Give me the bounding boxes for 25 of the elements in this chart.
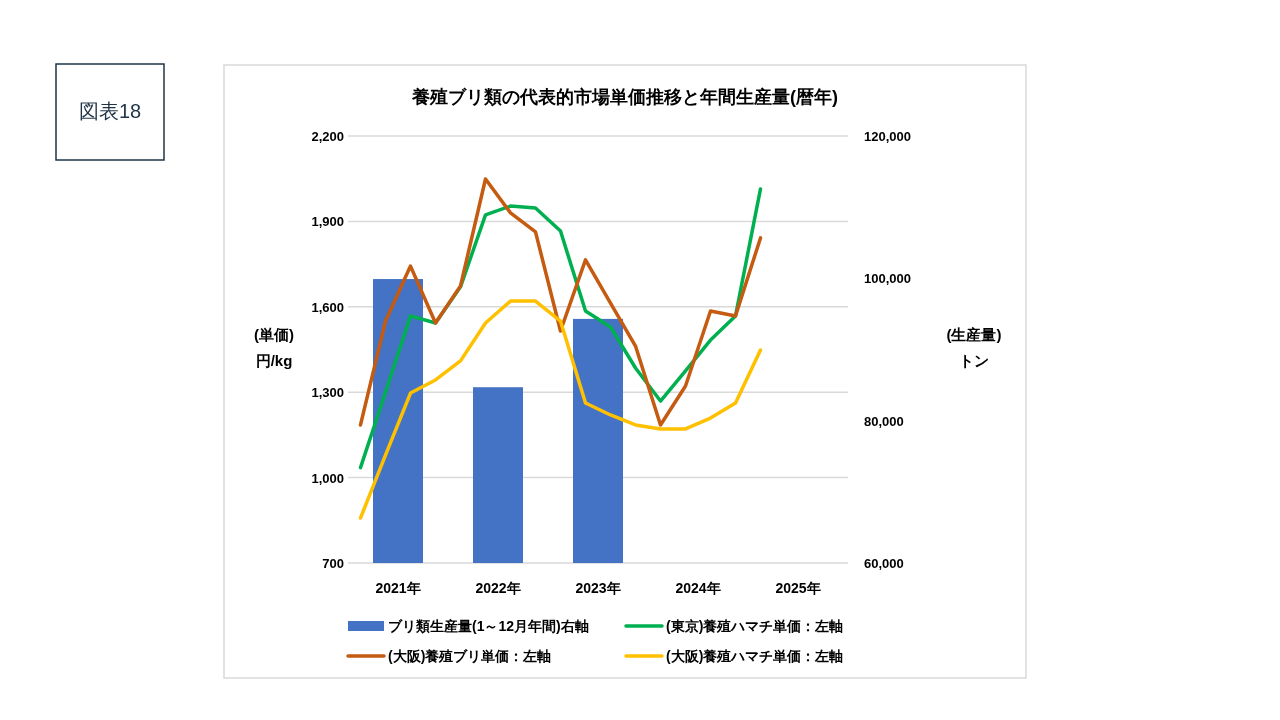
y2-tick-label: 60,000 (864, 556, 904, 571)
x-tick-label: 2022年 (475, 580, 521, 596)
x-tick-label: 2023年 (575, 580, 621, 596)
line-series (358, 299, 763, 520)
y-tick-label: 1,000 (311, 470, 344, 486)
y-tick-label: 1,300 (311, 385, 344, 401)
y-tick-label: 1,600 (311, 299, 344, 315)
y2-axis-title: (生産量) トン (946, 326, 1002, 369)
y2-tick-label: 100,000 (864, 271, 911, 287)
x-tick-label: 2021年 (375, 580, 421, 596)
legend-label: (東京)養殖ハマチ単価：左軸 (666, 618, 844, 634)
text: 図表18 (78, 100, 142, 122)
legend-label: (大阪)養殖ブリ単価：左軸 (388, 648, 552, 664)
y-tick-label: 1,900 (311, 214, 344, 230)
y-tick-label: 700 (322, 556, 344, 571)
y-tick-label: 2,200 (311, 129, 344, 144)
line-series (358, 177, 763, 427)
y-axis-title: (単価) 円/kg (254, 326, 294, 369)
y2-tick-label: 120,000 (864, 129, 911, 144)
legend-label: (大阪)養殖ハマチ単価：左軸 (666, 648, 844, 664)
x-tick-label: 2025年 (775, 580, 821, 596)
x-tick-label: 2024年 (675, 580, 721, 596)
legend-label: ブリ類生産量(1～12月年間)右軸 (388, 618, 589, 634)
chart-title: 養殖ブリ類の代表的市場単価推移と年間生産量(暦年) (411, 87, 838, 107)
y2-tick-label: 80,000 (864, 413, 904, 429)
